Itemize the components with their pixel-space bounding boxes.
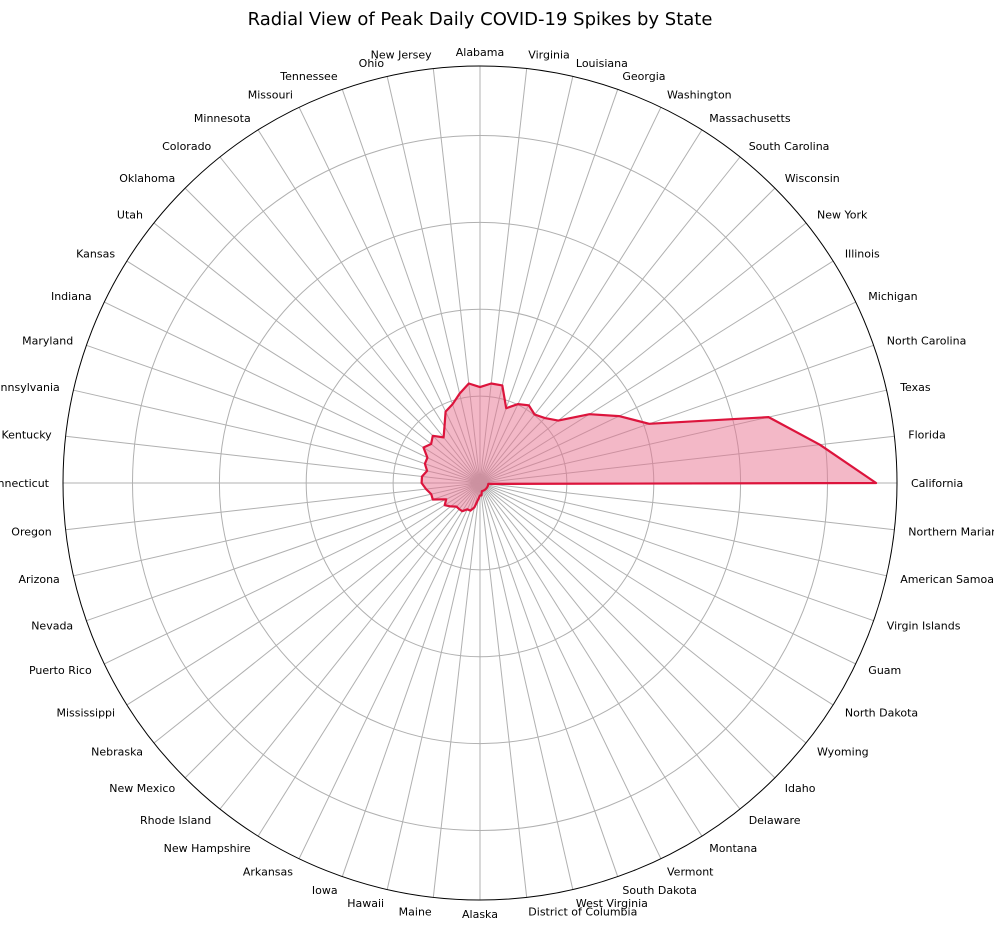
category-label: Illinois [845,248,880,261]
grid-spoke [184,187,481,484]
category-label: North Dakota [845,706,918,719]
grid-spoke [126,260,481,484]
grid-spoke [86,344,481,484]
category-label: Minnesota [194,112,251,125]
grid-spoke [257,129,481,484]
category-label: Ohio [359,57,385,70]
category-label: Oklahoma [119,172,175,185]
category-label: Pennsylvania [0,381,60,394]
category-label: Alabama [456,46,505,59]
category-label: Maryland [22,335,73,348]
grid-spoke [432,482,481,898]
category-label: Iowa [312,884,338,897]
grid-spoke [153,222,481,484]
category-label: Virgin Islands [887,619,961,632]
category-label: Montana [709,842,757,855]
category-label: Massachusetts [709,112,791,125]
grid-spoke [73,482,481,577]
category-label: Guam [868,664,901,677]
category-labels: California Florida Texas North Carolina Mich… [0,46,994,921]
category-label: Puerto Rico [29,664,92,677]
category-label: Wyoming [817,746,869,759]
grid-spoke [104,301,481,484]
grid-spoke [386,482,481,890]
category-label: Wisconsin [785,172,840,185]
category-label: Delaware [749,814,801,827]
grid-spoke [73,389,481,484]
category-label: North Carolina [887,335,967,348]
category-label: Texas [899,381,931,394]
category-label: Michigan [868,290,917,303]
category-label: Utah [117,208,143,221]
category-label: Colorado [162,140,211,153]
category-label: New Mexico [109,782,175,795]
grid-spoke [341,482,481,877]
category-label: Louisiana [576,57,628,70]
category-label: Florida [908,429,945,442]
grid-spoke [219,156,481,484]
grid-spoke [479,482,895,531]
category-label: District of Columbia [528,905,637,918]
category-label: Arizona [18,573,59,586]
category-label: South Carolina [749,140,830,153]
category-label: Missouri [248,89,293,102]
grid-spoke [479,482,856,665]
grid-spoke [479,482,887,577]
category-label: Kansas [76,248,115,261]
grid-spoke [219,482,481,810]
category-label: California [911,477,963,490]
grid-spoke [298,482,481,859]
grid-spoke [479,482,741,810]
category-label: South Dakota [622,884,696,897]
grid-spoke [479,482,662,859]
grid-spoke [184,482,481,779]
grid-spoke [479,482,776,779]
category-label: American Samoa [900,573,994,586]
category-label: Rhode Island [140,814,211,827]
grid-spoke [479,482,619,877]
category-label: Mississippi [56,706,115,719]
category-label: Alaska [462,908,498,921]
category-label: Connecticut [0,477,50,490]
category-label: Idaho [785,782,816,795]
grid-spoke [479,482,703,837]
category-label: New Hampshire [164,842,251,855]
outer-frame [62,65,898,901]
grid-spoke [153,482,481,744]
grid-spoke [65,435,481,484]
category-label: Hawaii [347,897,384,910]
grid-spoke [257,482,481,837]
series-area [420,382,878,513]
grid-spoke [479,482,874,622]
category-label: Arkansas [243,865,293,878]
grid-spoke [479,482,528,898]
category-label: Georgia [622,70,665,83]
chart-title: Radial View of Peak Daily COVID-19 Spike… [248,9,713,30]
category-label: Maine [399,905,432,918]
category-label: Indiana [51,290,92,303]
grid-spoke [86,482,481,622]
grid-spoke [104,482,481,665]
category-label: New York [817,208,868,221]
category-label: Oregon [11,525,51,538]
category-label: Kentucky [1,429,52,442]
category-label: Vermont [667,865,714,878]
category-label: Tennessee [279,70,338,83]
data-series [420,382,878,513]
category-label: Northern Mariana Islands [908,525,994,538]
category-label: Washington [667,89,732,102]
grid-spoke [479,482,834,706]
grid-spoke [479,482,807,744]
category-label: Nevada [31,619,73,632]
category-label: West Virginia [576,897,648,910]
category-label: Virginia [528,49,569,62]
grid-spoke [65,482,481,531]
category-label: New Jersey [371,49,433,62]
grid-spoke [126,482,481,706]
category-label: Nebraska [91,746,143,759]
grid-spoke [479,482,574,890]
